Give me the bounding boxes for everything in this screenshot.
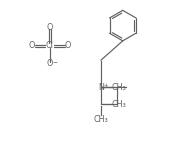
Text: O: O [46,59,53,68]
Text: Cl: Cl [46,41,54,50]
Text: CH₃: CH₃ [111,100,126,109]
Text: +: + [104,83,108,88]
Text: N: N [98,83,104,92]
Text: CH₃: CH₃ [111,83,126,92]
Text: O: O [64,41,70,50]
Text: CH₃: CH₃ [94,115,108,124]
Text: O: O [46,23,53,33]
Text: O: O [29,41,35,50]
Text: −: − [52,60,58,64]
